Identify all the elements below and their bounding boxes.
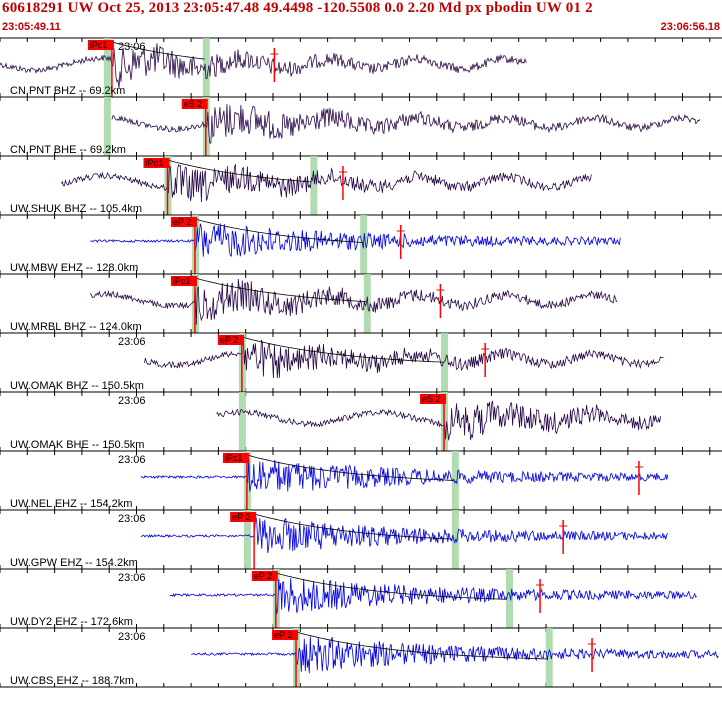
trace-time-label: 23:06 <box>118 454 146 466</box>
coda-duration-curve <box>241 336 443 363</box>
phase-pick-label: eS 2 <box>184 99 203 109</box>
waveform-trace <box>61 164 592 203</box>
station-label: CN.PNT BHZ -- 69.2km <box>10 85 125 97</box>
waveform-trace <box>191 636 719 674</box>
phase-pick-box <box>230 512 257 522</box>
event-title: 60618291 UW Oct 25, 2013 23:05:47.48 49.… <box>2 0 593 16</box>
predicted-arrival-bar <box>243 510 251 569</box>
trace-time-label: 23:06 <box>118 513 146 525</box>
waveform-trace <box>90 223 621 257</box>
phase-pick-box <box>251 571 278 581</box>
event-header: 60618291 UW Oct 25, 2013 23:05:47.48 49.… <box>0 0 722 34</box>
phase-pick-box <box>222 453 249 463</box>
phase-pick-box <box>272 630 299 640</box>
station-label: CN.PNT BHE -- 69.2km <box>10 144 126 156</box>
waveform-trace <box>0 43 528 89</box>
phase-pick-box <box>87 40 114 50</box>
station-label: UW.MRBL BHZ -- 124.0km <box>10 321 142 333</box>
station-label: UW.MBW EHZ -- 128.0km <box>10 262 138 274</box>
predicted-arrival-bar <box>363 274 371 333</box>
waveform-trace <box>216 400 661 441</box>
phase-pick-label: iPc1 <box>90 40 108 50</box>
predicted-arrival-bar <box>451 451 459 510</box>
station-label: UW.NEL EHZ -- 154.2km <box>10 498 132 510</box>
phase-pick-box <box>181 99 208 109</box>
predicted-arrival-bar <box>202 38 210 97</box>
coda-duration-curve <box>246 454 454 481</box>
trace-time-label: 23:06 <box>118 41 146 53</box>
waveform-trace <box>89 279 618 325</box>
trace-time-label: 23:06 <box>118 395 146 407</box>
station-label: UW.OMAK BHE -- 150.5km <box>10 439 144 451</box>
waveform-trace <box>140 516 669 554</box>
start-time-label: 23:05:49.11 <box>2 21 61 33</box>
waveform-trace <box>140 458 669 492</box>
phase-pick-label: iPd1 <box>146 158 164 168</box>
phase-pick-label: eP 2 <box>232 512 250 522</box>
end-time-label: 23:06:56.18 <box>660 21 720 33</box>
phase-pick-label: eP 2 <box>220 335 238 345</box>
phase-pick-box <box>420 394 447 404</box>
trace-time-label: 23:06 <box>118 572 146 584</box>
phase-pick-box <box>170 276 197 286</box>
waveform-trace <box>169 578 697 615</box>
predicted-arrival-bar <box>545 628 553 687</box>
waveform-trace <box>111 104 701 144</box>
phase-pick-box <box>143 158 170 168</box>
trace-time-label: 23:06 <box>118 631 146 643</box>
station-label: UW.DY2 EHZ -- 172.6km <box>10 616 133 628</box>
phase-pick-label: eS 2 <box>422 394 441 404</box>
phase-pick-label: eP 2 <box>254 571 272 581</box>
phase-pick-label: iPc1 <box>225 453 243 463</box>
coda-duration-curve <box>194 218 363 243</box>
predicted-arrival-bar <box>310 156 318 215</box>
predicted-arrival-bar <box>103 38 111 97</box>
phase-pick-label: eP 2 <box>173 217 191 227</box>
trace-time-label: 23:06 <box>118 336 146 348</box>
predicted-arrival-bar <box>506 569 514 628</box>
coda-duration-curve <box>275 572 507 600</box>
phase-pick-label: iPc1 <box>173 276 191 286</box>
phase-pick-box <box>170 217 197 227</box>
phase-pick-label: eP 2 <box>274 630 292 640</box>
predicted-arrival-bar <box>441 333 449 392</box>
coda-duration-curve <box>253 513 453 540</box>
predicted-arrival-bar <box>103 97 111 156</box>
seismogram-panel[interactable]: iPc1 23:06 CN.PNT BHZ -- 69.2km eS 2 CN.PNT … <box>0 34 722 698</box>
coda-duration-curve <box>194 277 366 303</box>
phase-pick-box <box>217 335 244 345</box>
station-label: UW.CBS EHZ -- 188.7km <box>10 675 134 687</box>
coda-duration-curve <box>167 159 312 183</box>
station-label: UW.GPW EHZ -- 154.2km <box>10 557 138 569</box>
waveform-trace <box>144 339 664 379</box>
station-label: UW.OMAK BHZ -- 150.5km <box>10 380 144 392</box>
seismogram-plot[interactable]: iPc1 23:06 CN.PNT BHZ -- 69.2km eS 2 CN.PNT … <box>0 34 722 698</box>
station-label: UW.SHUK BHZ -- 105.4km <box>10 203 142 215</box>
coda-duration-curve <box>111 41 205 60</box>
coda-duration-curve <box>295 631 549 660</box>
predicted-arrival-bar <box>238 392 246 451</box>
